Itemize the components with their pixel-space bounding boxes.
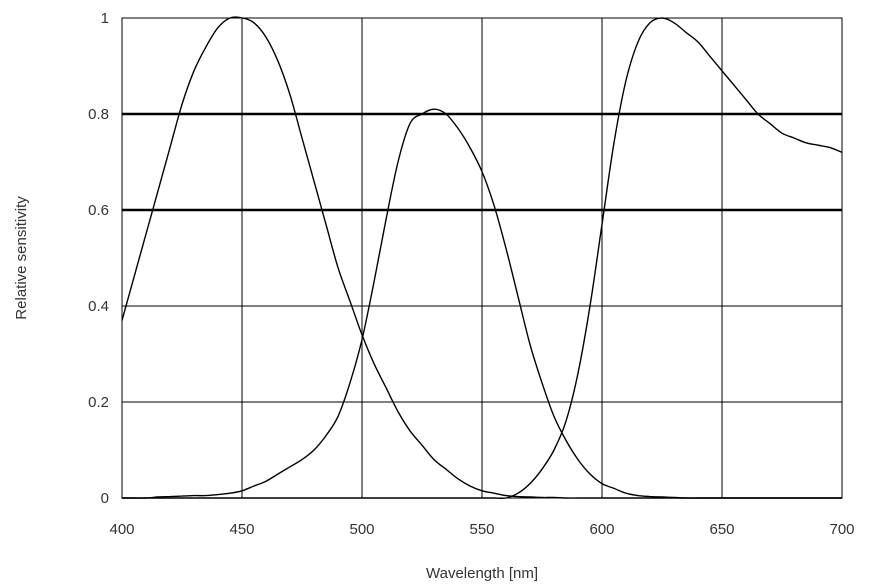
x-tick-label: 600 — [589, 521, 614, 538]
y-tick-labels: 0 0.2 0.4 0.6 0.8 1 — [88, 10, 109, 507]
sensitivity-curves — [121, 16, 843, 500]
x-tick-label: 450 — [229, 521, 254, 538]
x-tick-labels: 400 450 500 550 600 650 700 — [109, 521, 854, 538]
x-tick-label: 550 — [469, 521, 494, 538]
x-tick-label: 400 — [109, 521, 134, 538]
y-tick-label: 0.6 — [88, 202, 109, 219]
y-tick-label: 0.4 — [88, 298, 109, 315]
y-tick-label: 1 — [101, 10, 109, 27]
sensitivity-curve-2 — [122, 108, 842, 499]
y-tick-label: 0 — [101, 490, 109, 507]
x-tick-label: 650 — [709, 521, 734, 538]
sensitivity-curve-3 — [122, 17, 843, 500]
x-tick-label: 700 — [829, 521, 854, 538]
reference-lines — [122, 112, 842, 212]
y-tick-label: 0.8 — [88, 106, 109, 123]
x-axis-title: Wavelength [nm] — [426, 565, 538, 582]
y-axis-title: Relative sensitivity — [13, 196, 30, 320]
gridlines — [122, 18, 842, 498]
x-tick-label: 500 — [349, 521, 374, 538]
y-tick-label: 0.2 — [88, 394, 109, 411]
